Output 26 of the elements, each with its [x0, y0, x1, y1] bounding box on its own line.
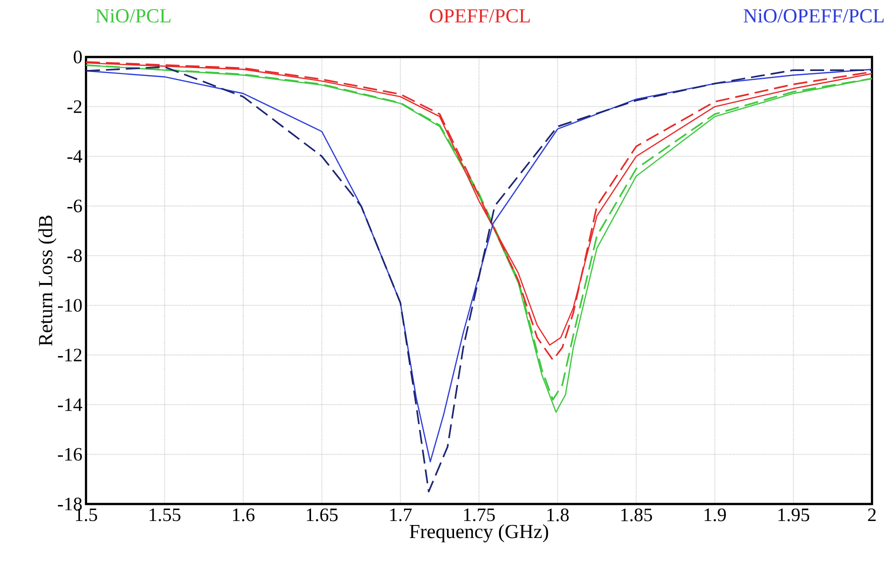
- x-tick-label: 1.8: [547, 508, 569, 522]
- y-tick-label: -16: [58, 448, 82, 461]
- x-axis-title: Frequency (GHz): [410, 524, 548, 542]
- x-tick-label: 1.7: [390, 508, 412, 522]
- y-tick-label: 0: [74, 50, 82, 64]
- x-tick-label: 1.85: [621, 508, 652, 522]
- text: NiO/PCL: [96, 9, 170, 23]
- x-tick-label: 1.5: [76, 508, 98, 522]
- y-tick-label: -12: [58, 348, 82, 362]
- x-tick-label: 1.65: [306, 508, 338, 522]
- x-tick-label: 1.55: [150, 508, 180, 522]
- x-tick-label: 1.6: [233, 508, 254, 522]
- text: NiO/OPEFF/PCL: [744, 9, 884, 23]
- y-tick-label: -8: [67, 249, 82, 262]
- y-tick-label: -18: [58, 498, 82, 510]
- x-tick-label: 1.75: [464, 508, 495, 522]
- y-tick-label: -2: [67, 100, 82, 113]
- x-tick-label: 1.9: [704, 508, 726, 522]
- y-tick-label: -14: [58, 398, 82, 411]
- x-tick-label: 1.95: [778, 508, 810, 522]
- y-tick-label: -4: [67, 150, 82, 163]
- y-axis-title: Return Loss (dB: [38, 216, 56, 346]
- text: OPEFF/PCL: [430, 9, 530, 23]
- y-tick-label: -10: [58, 298, 82, 312]
- x-tick-label: 2: [868, 508, 876, 522]
- y-tick-label: -6: [67, 200, 82, 212]
